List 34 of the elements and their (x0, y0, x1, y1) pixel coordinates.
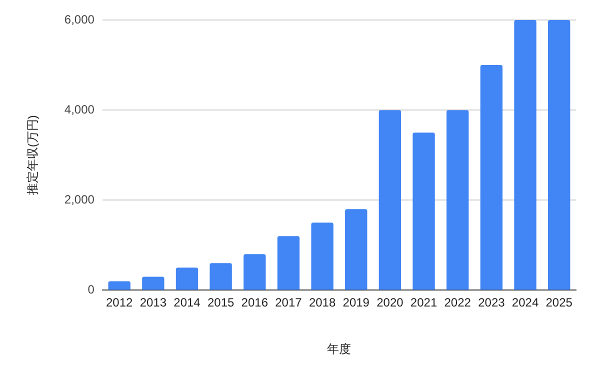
bar (142, 276, 164, 290)
x-tick-label: 2014 (174, 296, 201, 310)
x-tick-label: 2022 (444, 296, 472, 310)
bar (412, 132, 435, 290)
bar (378, 110, 402, 290)
x-tick-label: 2016 (241, 296, 268, 310)
x-tick-label: 2017 (275, 296, 302, 310)
x-tick-label: 2021 (410, 296, 438, 310)
y-axis-title: 推定年収(万円) (26, 115, 40, 196)
y-tick-label: 2,000 (64, 192, 95, 206)
bar (514, 20, 536, 290)
x-tick-label: 2024 (512, 296, 539, 310)
x-tick-label: 2013 (140, 296, 167, 310)
x-tick-label: 2019 (342, 296, 370, 310)
y-tick-label: 4,000 (64, 102, 95, 116)
bar (480, 65, 503, 290)
bar (548, 20, 570, 290)
x-tick-label: 2015 (207, 296, 234, 310)
bar (277, 236, 300, 290)
bar (108, 281, 130, 290)
x-tick-label: 2023 (478, 296, 506, 310)
bar (210, 263, 232, 290)
y-tick-label: 0 (88, 282, 95, 297)
bar (176, 268, 198, 290)
x-tick-label: 2012 (106, 296, 134, 310)
y-tick-label: 6,000 (64, 12, 95, 26)
bar (345, 209, 368, 290)
x-axis-title: 年度 (327, 342, 352, 356)
bar (244, 254, 266, 290)
bar (446, 110, 469, 290)
x-tick-label: 2020 (376, 296, 404, 310)
x-tick-label: 2018 (308, 296, 336, 310)
bar (311, 222, 334, 290)
x-tick-label: 2025 (546, 296, 573, 310)
